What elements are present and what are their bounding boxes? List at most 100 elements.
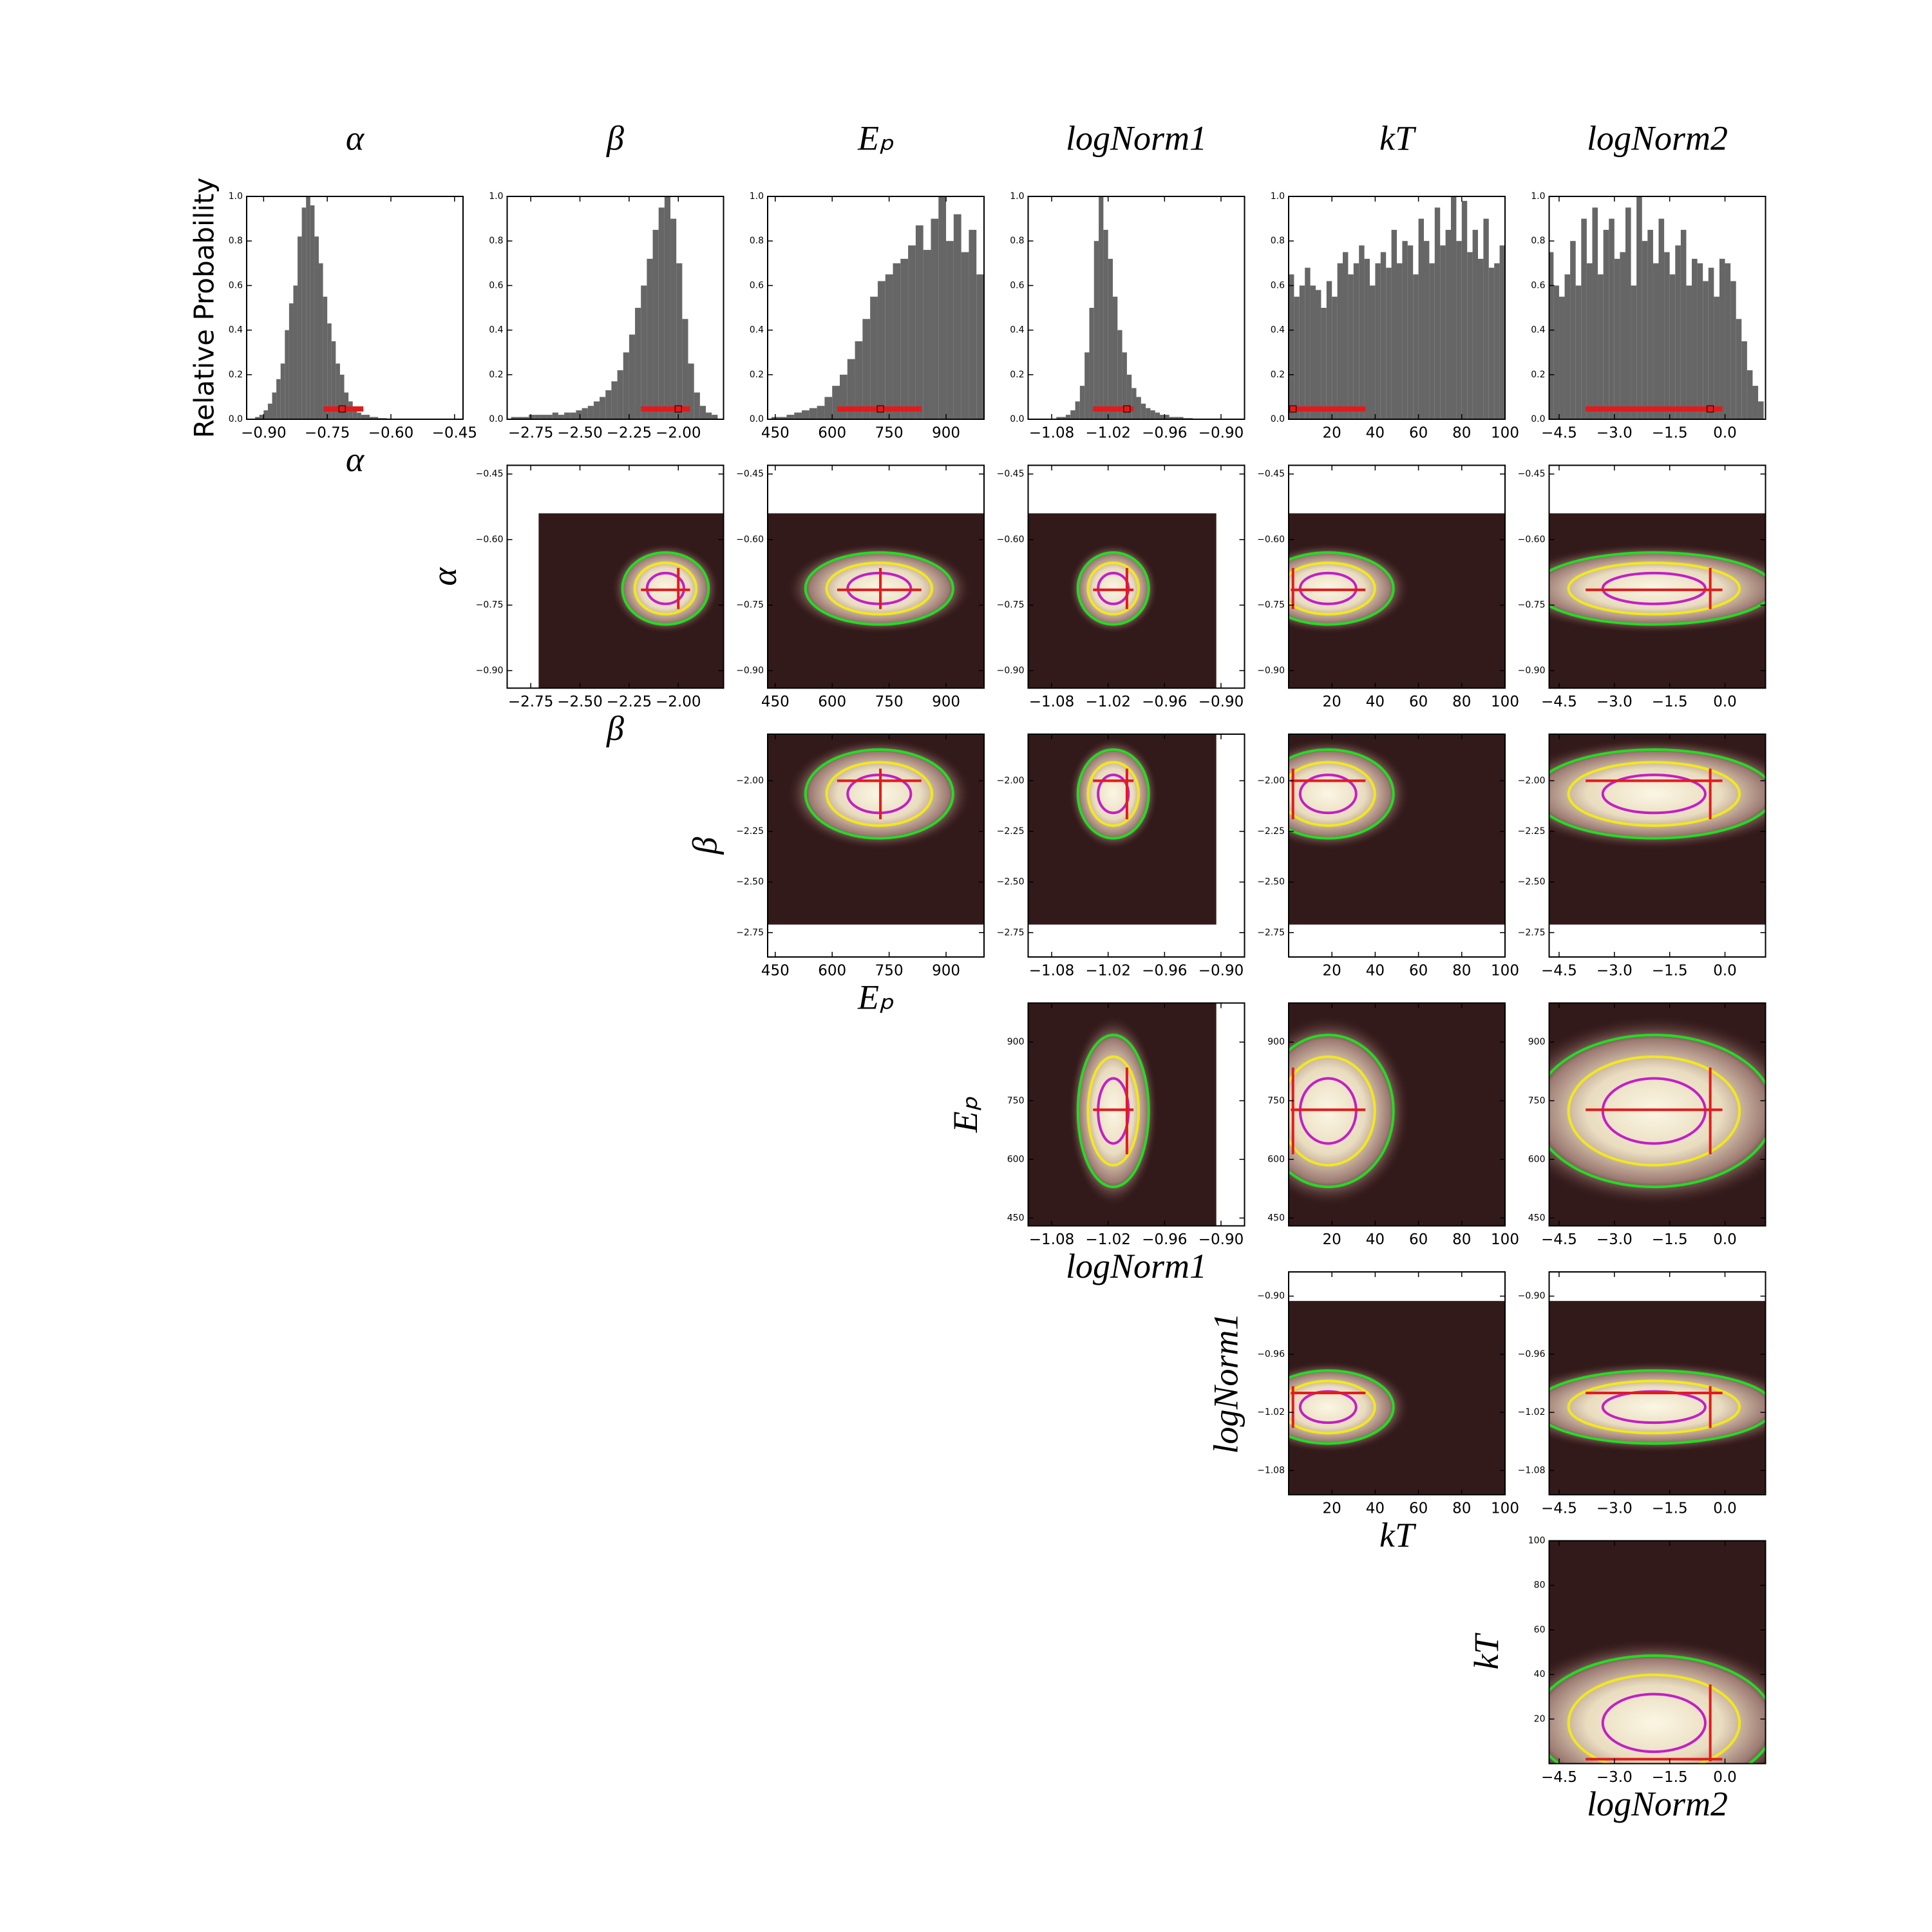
y-tick-label: 0.0 [1531,414,1545,424]
bar [1752,386,1759,419]
bar [1730,281,1736,419]
density [1068,543,1158,634]
panel-frame [1548,1002,1766,1227]
bar [1084,352,1090,419]
bar [923,250,931,419]
bar [1472,229,1478,419]
x-tick-label: −2.50 [557,694,602,710]
y-tick-label: 750 [1528,1095,1546,1106]
bar [522,417,529,419]
x-tick-label: 20 [1323,963,1341,980]
bar [280,363,285,419]
x-tick-label: −2.50 [557,425,602,442]
bar [893,263,901,419]
x-tick-label: −1.08 [1029,425,1074,442]
density [1068,738,1158,850]
bar [336,363,340,419]
bar [1592,207,1598,419]
contour [1289,551,1395,626]
x-tick-label: 450 [761,963,790,980]
x-axis-label: logNorm1 [1066,1247,1207,1285]
bar [605,390,612,419]
density-panel [1549,513,1766,688]
bar [1609,218,1615,419]
bar [293,285,298,419]
bar [1703,281,1709,419]
bar [593,401,600,419]
contour [1289,1379,1376,1435]
x-tick-label: −3.0 [1596,694,1633,710]
bar [1478,258,1484,419]
panel-frame [246,196,464,420]
y-tick-label: −2.75 [736,927,764,938]
bar [1103,229,1108,419]
bar [1461,200,1468,419]
contour [1601,1692,1707,1754]
y-tick-label: 0.0 [489,414,503,424]
bar [1402,241,1408,419]
y-tick-label: −2.50 [1518,877,1546,887]
y-tick-label: 900 [1007,1037,1025,1047]
bar [840,374,848,419]
x-tick-label: −1.5 [1652,694,1688,710]
bar [779,417,787,419]
y-tick-label: 750 [1267,1095,1285,1106]
bar [1434,207,1441,419]
bar [847,359,855,419]
bar [331,341,336,419]
y-tick-label: 0.8 [229,236,243,246]
y-tick-label: −0.45 [997,469,1025,479]
bar [319,263,323,419]
density-glow [1549,738,1766,850]
x-tick-label: 600 [818,963,846,980]
bar [323,296,328,419]
x-tick-label: 60 [1409,1231,1428,1248]
y-tick-label: 1.0 [1271,191,1285,202]
bar [255,417,260,419]
contour [1567,761,1741,827]
column-title: logNorm2 [1587,118,1728,157]
best-fit-marker [1289,405,1297,413]
bar [272,392,277,419]
contour [1601,1390,1707,1425]
x-tick-label: 80 [1452,425,1471,442]
x-axis-label: kT [1379,1515,1417,1554]
x-tick-label: −1.5 [1652,963,1688,980]
x-tick-label: −1.5 [1652,1769,1688,1786]
column-title: β [606,118,624,157]
x-tick-label: 100 [1491,963,1519,980]
x-tick-label: −1.02 [1085,963,1130,980]
density-glow [1549,543,1766,634]
bar [1467,252,1473,419]
y-tick-label: −0.75 [1257,600,1285,611]
x-tick-label: 450 [761,694,790,710]
x-tick-label: 20 [1323,425,1341,442]
bar [1686,285,1692,419]
bar [600,397,606,419]
x-tick-label: 100 [1491,694,1519,710]
bar [1741,341,1747,419]
bar [352,408,357,419]
bar [1418,218,1424,419]
bar [809,408,817,419]
column-title: kT [1379,118,1417,157]
bar [1719,258,1725,419]
bar [301,207,307,419]
bar [1310,285,1316,419]
contour [1298,1390,1358,1425]
y-tick-label: −2.75 [1518,927,1546,938]
density-glow [1549,1361,1766,1453]
contour [1086,561,1140,616]
bar [1326,281,1332,419]
density-panel [1289,734,1505,925]
density-glow [1068,738,1158,850]
y-tick-label: 0.0 [229,414,243,424]
bar [1631,285,1637,419]
x-tick-label: −4.5 [1541,1231,1577,1248]
bar [908,245,916,419]
x-tick-label: 100 [1491,425,1519,442]
x-tick-label: 60 [1409,425,1428,442]
y-tick-label: −0.60 [1518,535,1546,545]
bar [1089,308,1094,419]
panel-frame [767,196,985,420]
